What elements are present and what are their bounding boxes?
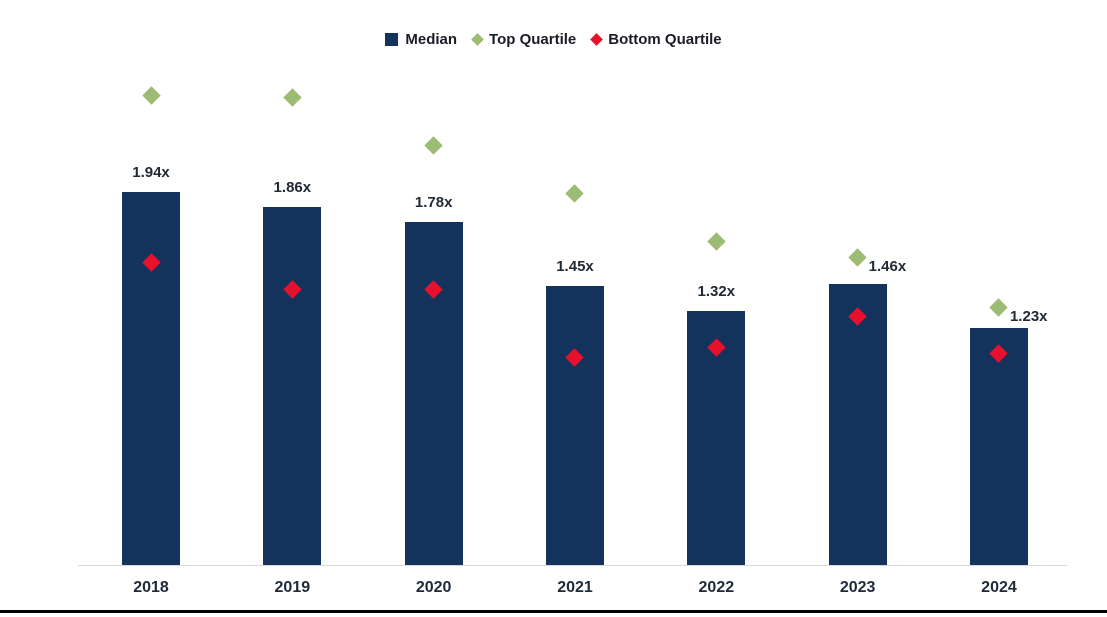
top-quartile-marker [565,184,585,203]
median-square-icon [385,33,399,46]
bar-value-label: 1.32x [697,282,736,300]
legend-label-bottom-quartile: Bottom Quartile [608,31,722,48]
median-bar [122,191,180,565]
legend-item-median: Median [385,31,457,48]
top-quartile-marker [283,88,302,107]
median-bar [545,285,604,565]
x-axis-label: 2021 [557,579,593,596]
median-bar [404,222,463,565]
bar-value-label: 1.78x [414,194,453,212]
median-bar [263,206,322,565]
top-quartile-marker [707,232,726,251]
top-quartile-marker [848,247,867,267]
legend-item-top-quartile: Top Quartile [471,31,577,48]
x-axis-label: 2023 [839,579,876,596]
bar-value-label: 1.94x [132,163,170,181]
x-axis-label: 2019 [274,579,311,596]
median-bar [828,283,887,565]
legend-label-median: Median [405,31,458,48]
bar-value-label: 1.23x [1009,308,1048,326]
x-axis-label: 2022 [698,579,735,596]
x-axis-label: 2018 [133,579,169,596]
bottom-border-rule [0,610,1107,613]
bar-value-label: 1.46x [868,258,907,275]
legend-item-bottom-quartile: Bottom Quartile [590,31,722,48]
x-axis-label: 2020 [415,579,452,596]
legend: Median Top Quartile Bottom Quartile [0,31,1107,48]
bar-value-label: 1.45x [556,257,594,275]
top-quartile-marker [989,297,1009,317]
bar-value-label: 1.86x [273,178,312,196]
top-quartile-diamond-icon [471,33,484,46]
x-axis-line [78,565,1068,566]
legend-label-top-quartile: Top Quartile [489,31,577,48]
top-quartile-marker [141,86,161,105]
top-quartile-marker [424,136,443,155]
median-bar [969,328,1028,565]
x-axis-label: 2024 [981,579,1017,596]
bottom-quartile-diamond-icon [590,33,604,46]
